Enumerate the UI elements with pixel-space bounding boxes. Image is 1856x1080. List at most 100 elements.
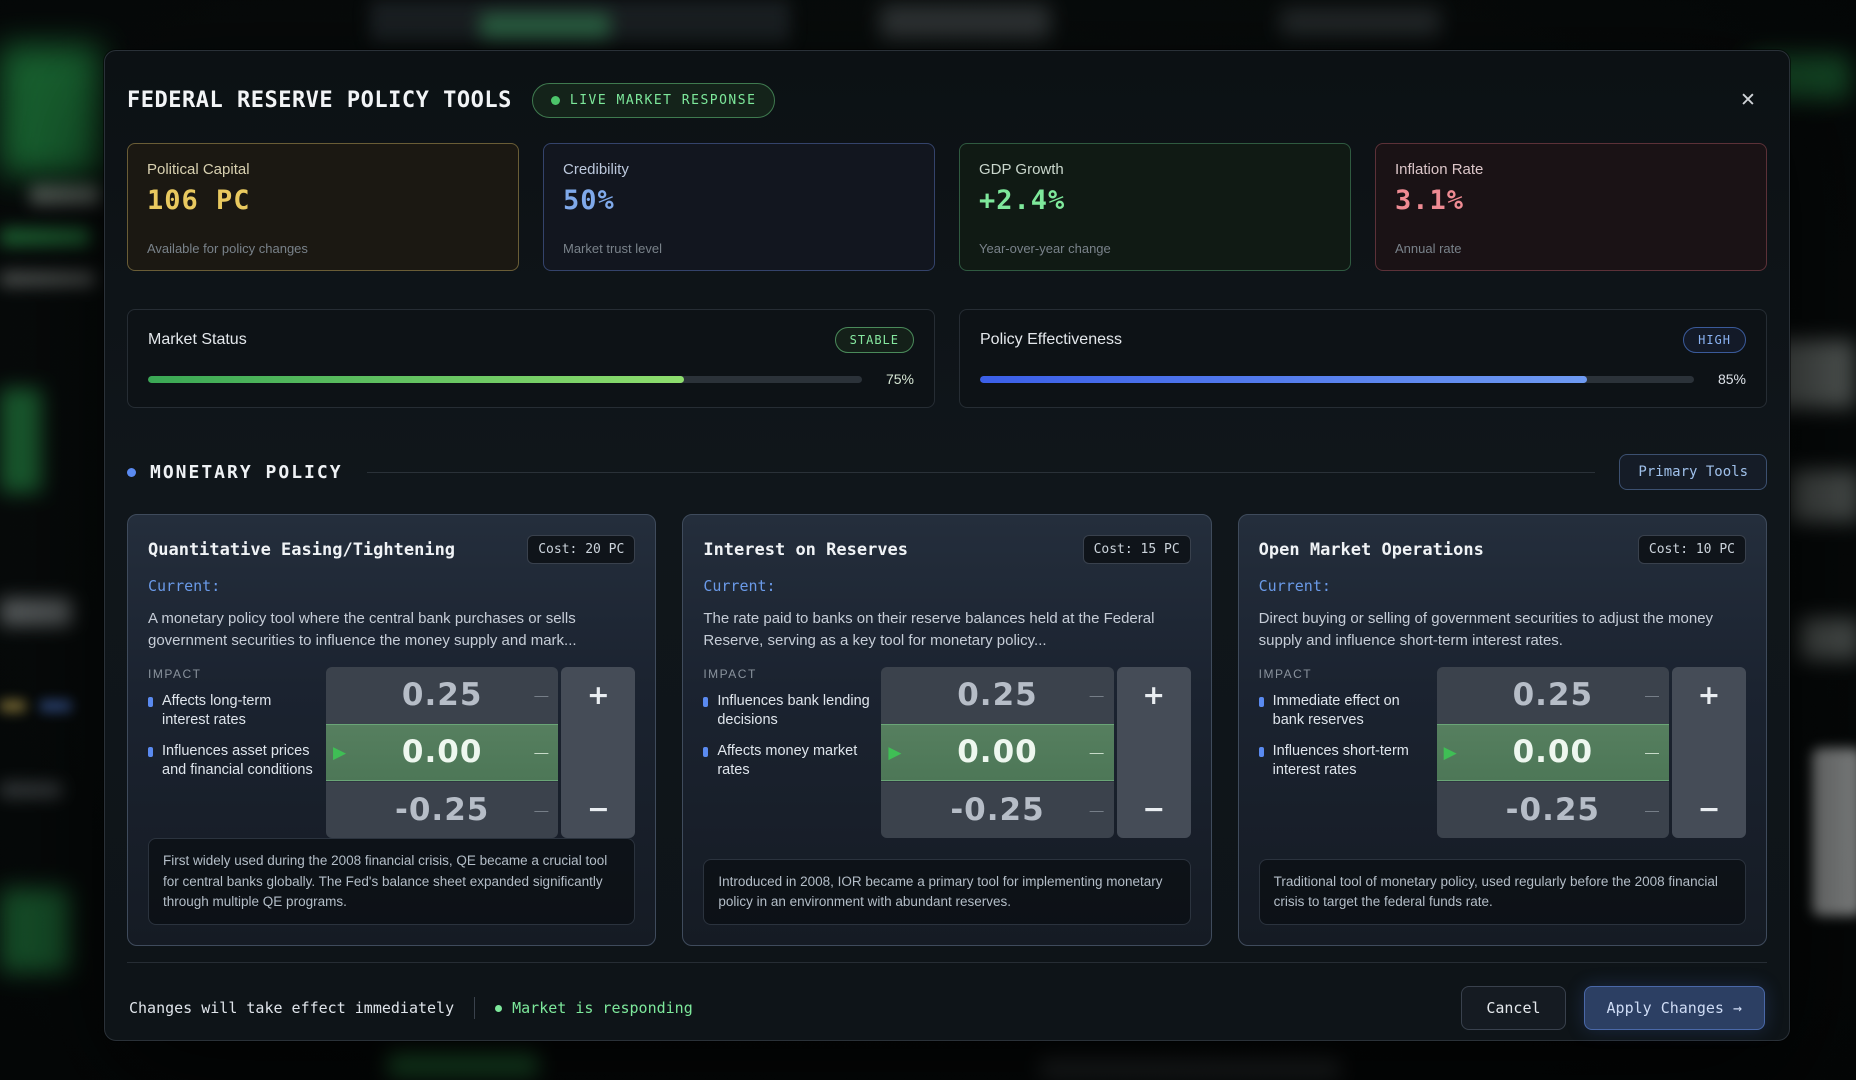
backdrop-blob — [0, 388, 42, 493]
tool-history-note: Introduced in 2008, IOR became a primary… — [703, 858, 1191, 925]
stepper-value: 0.25 — [957, 677, 1038, 713]
stepper-decrease-button[interactable]: − — [561, 781, 635, 838]
gauge-percent: 85% — [1717, 371, 1746, 387]
progress-bar — [980, 375, 1694, 383]
stepper-option-up[interactable]: 0.25 — — [881, 666, 1114, 724]
dash-icon: — — [1644, 687, 1659, 703]
tool-history-note: Traditional tool of monetary policy, use… — [1258, 858, 1746, 925]
dash-icon: — — [534, 687, 549, 703]
stepper-value: 0.00 — [1512, 734, 1594, 770]
stat-card: Credibility 50% Market trust level — [543, 143, 935, 271]
backdrop-blob — [1040, 1058, 1340, 1078]
impact-text: Affects money market rates — [717, 742, 858, 779]
impact-bullet-icon — [1258, 696, 1264, 707]
stepper-option-down[interactable]: -0.25 — — [1436, 780, 1669, 838]
impact-text: Affects long-term interest rates — [162, 692, 272, 729]
dialog-footer: Changes will take effect immediately Mar… — [127, 962, 1767, 1040]
primary-tools-button[interactable]: Primary Tools — [1619, 454, 1767, 490]
tool-card: Open Market Operations Cost: 10 PC Curre… — [1237, 514, 1767, 946]
section-bullet-icon — [127, 467, 136, 477]
gauge-label: Policy Effectiveness — [980, 331, 1122, 348]
backdrop-blob — [0, 228, 90, 246]
stepper-spacer — [1672, 724, 1746, 781]
fed-policy-dialog: FEDERAL RESERVE POLICY TOOLS LIVE MARKET… — [104, 50, 1790, 1041]
tool-card: Quantitative Easing/Tightening Cost: 20 … — [127, 514, 657, 946]
impact-item: Affects long-term interest rates — [148, 692, 316, 731]
rate-stepper: 0.25 — ▶ 0.00 — -0.25 — — [881, 666, 1191, 838]
stepper-spacer — [1117, 724, 1191, 781]
stepper-option-current[interactable]: ▶ 0.00 — — [1436, 723, 1669, 781]
stepper-value: -0.25 — [1505, 791, 1600, 828]
stepper-option-up[interactable]: 0.25 — — [326, 666, 559, 724]
selected-arrow-icon: ▶ — [333, 742, 347, 762]
gauge-percent: 75% — [885, 371, 914, 387]
stat-value: +2.4% — [979, 185, 1066, 216]
backdrop-blob — [480, 14, 610, 38]
backdrop-blob — [0, 888, 70, 973]
stepper-value: -0.25 — [950, 791, 1045, 828]
impact-item: Influences short-term interest rates — [1258, 742, 1427, 781]
stepper-decrease-button[interactable]: − — [1117, 781, 1191, 838]
stat-subtitle: Market trust level — [563, 241, 662, 256]
stat-value: 106 PC — [147, 185, 251, 216]
impact-bullet-icon — [703, 746, 709, 757]
apply-changes-button[interactable]: Apply Changes → — [1583, 986, 1765, 1030]
live-badge-label: LIVE MARKET RESPONSE — [569, 92, 757, 108]
stat-card: GDP Growth +2.4% Year-over-year change — [959, 143, 1351, 271]
backdrop-blob — [1790, 470, 1856, 522]
gauge-panel: Market Status STABLE 75% — [127, 309, 935, 408]
impact-label: IMPACT — [1258, 666, 1313, 681]
stepper-decrease-button[interactable]: − — [1672, 781, 1746, 838]
backdrop-blob — [0, 45, 100, 175]
current-label: Current: — [148, 577, 221, 595]
impact-text: Influences short-term interest rates — [1272, 742, 1409, 779]
dash-icon: — — [1644, 801, 1659, 818]
current-label: Current: — [1258, 577, 1331, 595]
impact-item: Affects money market rates — [703, 742, 871, 781]
market-status-indicator: Market is responding — [495, 999, 693, 1017]
impact-label: IMPACT — [148, 666, 202, 681]
impact-text: Influences bank lending decisions — [717, 692, 870, 729]
stepper-option-down[interactable]: -0.25 — — [326, 780, 559, 838]
stat-subtitle: Available for policy changes — [147, 241, 308, 256]
stat-card: Political Capital 106 PC Available for p… — [127, 143, 519, 271]
stepper-increase-button[interactable]: + — [1117, 667, 1191, 724]
cancel-button[interactable]: Cancel — [1461, 986, 1566, 1030]
stepper-option-current[interactable]: ▶ 0.00 — — [881, 723, 1114, 781]
backdrop-blob — [370, 0, 790, 42]
stepper-option-current[interactable]: ▶ 0.00 — — [326, 723, 559, 781]
tool-title: Quantitative Easing/Tightening — [148, 539, 456, 560]
impact-label: IMPACT — [703, 666, 757, 681]
stepper-value: 0.00 — [957, 734, 1038, 770]
stepper-increase-button[interactable]: + — [1672, 667, 1746, 724]
progress-bar — [148, 375, 862, 383]
gauge-panel: Policy Effectiveness HIGH 85% — [959, 309, 1767, 408]
footer-divider — [474, 997, 476, 1019]
progress-bar-fill — [148, 375, 684, 383]
close-button[interactable]: ✕ — [1729, 81, 1767, 119]
tool-cost-badge: Cost: 10 PC — [1637, 535, 1746, 564]
live-market-badge: LIVE MARKET RESPONSE — [531, 82, 776, 118]
stat-subtitle: Year-over-year change — [979, 241, 1111, 256]
backdrop-blob — [0, 272, 95, 286]
impact-bullet-icon — [1258, 746, 1264, 757]
tools-row: Quantitative Easing/Tightening Cost: 20 … — [127, 514, 1767, 946]
backdrop-blob — [1800, 618, 1856, 660]
stepper-increase-button[interactable]: + — [561, 667, 635, 724]
tool-title: Interest on Reserves — [703, 539, 909, 560]
section-divider — [366, 471, 1596, 473]
impact-bullet-icon — [148, 746, 153, 757]
backdrop-blob — [30, 185, 100, 205]
impact-item: Influences asset prices and financial co… — [148, 742, 316, 781]
rate-stepper: 0.25 — ▶ 0.00 — -0.25 — — [326, 666, 636, 838]
backdrop-blob — [880, 5, 1050, 39]
impact-text: Immediate effect on bank reserves — [1272, 692, 1400, 729]
selected-arrow-icon: ▶ — [888, 742, 902, 762]
stepper-option-down[interactable]: -0.25 — — [881, 780, 1114, 838]
gauges-row: Market Status STABLE 75% Policy Effectiv… — [127, 309, 1767, 408]
stepper-value: 0.25 — [1512, 677, 1594, 713]
backdrop-blob — [0, 700, 26, 712]
gauge-label: Market Status — [148, 331, 247, 348]
impact-bullet-icon — [703, 696, 709, 707]
stepper-option-up[interactable]: 0.25 — — [1436, 666, 1669, 724]
